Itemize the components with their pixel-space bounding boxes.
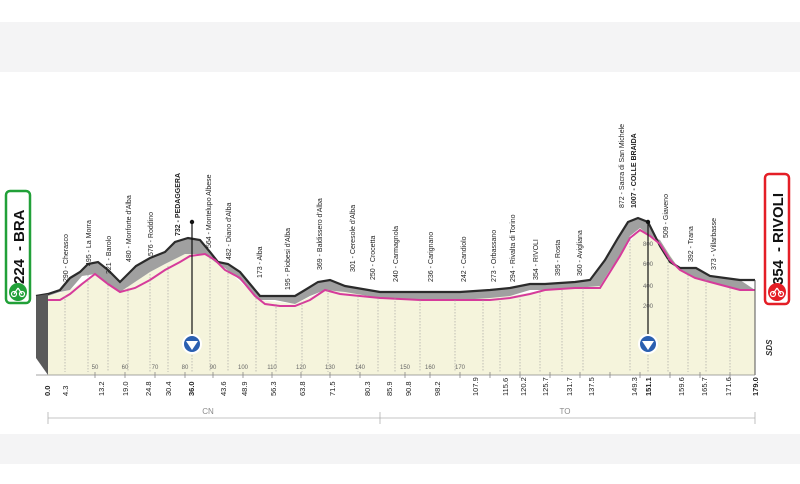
place-label: 395 - Rosta — [555, 240, 562, 276]
place-label: 495 - La Morra — [86, 220, 93, 266]
place-label: 321 - Barolo — [106, 236, 113, 274]
tick-label: 170 — [455, 365, 466, 371]
place-label: 369 - Baldissero d'Alba — [317, 198, 324, 270]
tick-label: 90 — [210, 365, 217, 371]
profile-area — [48, 228, 755, 375]
place-label: 236 - Carignano — [428, 232, 435, 282]
km-label: 179.0 — [751, 377, 760, 396]
place-label: 480 - Monforte d'Alba — [126, 195, 133, 262]
place-label: 564 - Montelupo Albese — [206, 174, 213, 248]
tick-label: 150 — [400, 365, 411, 371]
km-label: 71.5 — [328, 381, 337, 396]
finish-elevation: 354 — [770, 259, 787, 285]
start-elevation: 224 — [11, 258, 28, 284]
km-label: 48.9 — [240, 381, 249, 396]
place-label: 301 - Ceresole d'Alba — [350, 205, 357, 272]
kom-dot-1 — [189, 219, 195, 225]
km-label: 115.6 — [501, 378, 510, 396]
km-label: 0.0 — [43, 386, 52, 396]
km-label: 24.8 — [144, 381, 153, 396]
bottom-band — [0, 434, 800, 464]
km-label: 98.2 — [433, 381, 442, 396]
km-label: 165.7 — [700, 377, 709, 396]
place-label: 576 - Roddino — [148, 212, 155, 256]
finish-sep: - — [770, 247, 787, 252]
alt-label: 200 — [643, 304, 654, 310]
place-label: 360 - Avigliana — [577, 230, 584, 276]
top-band — [0, 22, 800, 72]
km-label: 90.8 — [404, 381, 413, 396]
place-label: 294 - Rivalta di Torino — [510, 214, 517, 282]
km-label: 36.0 — [187, 381, 196, 396]
tick-label: 50 — [92, 365, 99, 371]
place-label: 290 - Cherasco — [63, 234, 70, 282]
km-label: 85.9 — [385, 381, 394, 396]
tick-label: 140 — [355, 365, 366, 371]
tick-label: 70 — [152, 365, 159, 371]
scale-tick-labels: 50 60 70 80 90 100 110 120 130 140 150 1… — [92, 365, 466, 371]
km-label: 131.7 — [565, 377, 574, 396]
finish-badge: 354 - RIVOLI — [763, 172, 791, 306]
place-label: 732 - PEDAGGERA — [175, 173, 182, 236]
km-label: 149.3 — [630, 377, 639, 396]
brand-logo: SDS — [765, 339, 774, 356]
place-label: 872 - Sacra di San Michele — [619, 124, 626, 208]
region-cn: CN — [202, 407, 214, 416]
km-label: 137.5 — [587, 377, 596, 396]
kom-badge-2 — [638, 334, 658, 354]
start-name: BRA — [11, 209, 28, 242]
km-label: 107.9 — [471, 377, 480, 396]
profile-line — [48, 228, 755, 307]
tick-label: 130 — [325, 365, 336, 371]
km-label: 43.6 — [219, 381, 228, 396]
tick-label: 160 — [425, 365, 436, 371]
place-label: 250 - Crocetta — [370, 236, 377, 280]
tick-label: 60 — [122, 365, 129, 371]
place-label: 273 - Orbassano — [491, 230, 498, 282]
km-label: 13.2 — [97, 381, 106, 396]
place-label: 509 - Giaveno — [663, 194, 670, 238]
km-labels: 0.0 4.3 13.2 19.0 24.8 30.4 36.0 43.6 48… — [43, 377, 760, 396]
start-wall — [36, 294, 48, 375]
km-label: 19.0 — [121, 381, 130, 396]
place-label: 482 - Diano d'Alba — [226, 203, 233, 260]
tick-label: 120 — [296, 365, 307, 371]
km-label: 4.3 — [61, 386, 70, 396]
start-sep: - — [11, 246, 28, 251]
km-label: 151.1 — [644, 377, 653, 396]
place-label: 354 - RIVOLI — [533, 239, 540, 280]
tick-label: 110 — [267, 365, 277, 371]
place-label: 242 - Candiolo — [461, 236, 468, 282]
start-badge: 224 - BRA — [4, 189, 32, 305]
km-label: 159.6 — [677, 377, 686, 396]
tick-label: 100 — [238, 365, 249, 371]
place-label: 195 - Piobesi d'Alba — [285, 228, 292, 290]
kom-dot-2 — [645, 219, 651, 225]
km-label: 171.6 — [724, 377, 733, 396]
place-labels: 290 - Cherasco 495 - La Morra 321 - Baro… — [63, 124, 718, 290]
altitude-scale: 200 400 600 800 — [643, 242, 654, 310]
place-label: 392 - Trana — [688, 226, 695, 262]
alt-label: 600 — [643, 262, 654, 268]
km-label: 63.8 — [298, 381, 307, 396]
place-label: 1007 - COLLE BRAIDA — [631, 133, 638, 208]
finish-name: RIVOLI — [770, 193, 787, 243]
alt-label: 800 — [643, 242, 654, 248]
relief-ridge — [35, 216, 755, 298]
alt-label: 400 — [643, 284, 654, 290]
place-label: 373 - Villarbasse — [711, 218, 718, 270]
kom-badge-1 — [182, 334, 202, 354]
km-label: 80.3 — [363, 381, 372, 396]
km-label: 56.3 — [269, 381, 278, 396]
tick-label: 80 — [182, 365, 189, 371]
place-label: 173 - Alba — [257, 246, 264, 278]
region-axis — [47, 412, 756, 424]
km-label: 120.2 — [519, 377, 528, 396]
place-label: 240 - Carmagnola — [393, 226, 400, 282]
km-label: 125.7 — [541, 377, 550, 396]
km-label: 30.4 — [164, 381, 173, 396]
scale-ticks — [94, 372, 731, 378]
region-to: TO — [560, 407, 571, 416]
